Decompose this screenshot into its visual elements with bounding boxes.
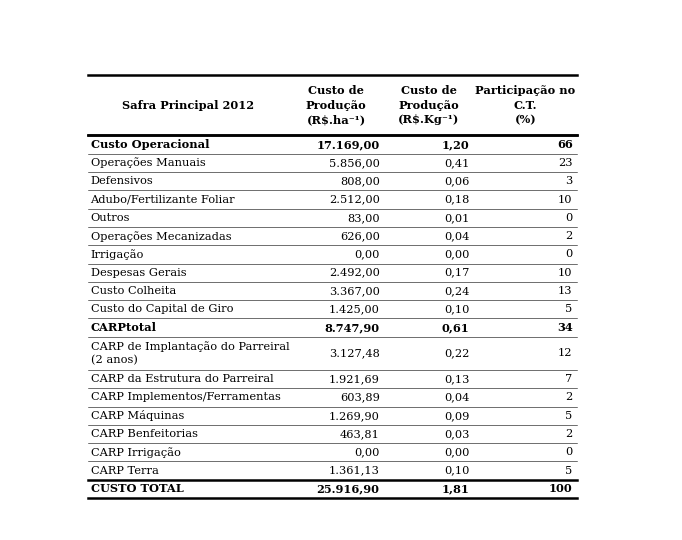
Text: 5: 5: [565, 411, 573, 421]
Text: 3: 3: [565, 176, 573, 186]
Text: 3.127,48: 3.127,48: [329, 348, 380, 359]
Text: 0,10: 0,10: [444, 305, 469, 314]
Text: Custo de
Produção
(R$.ha⁻¹): Custo de Produção (R$.ha⁻¹): [306, 85, 367, 125]
Text: 83,00: 83,00: [347, 213, 380, 223]
Text: 0: 0: [565, 249, 573, 259]
Text: 3.367,00: 3.367,00: [329, 286, 380, 296]
Text: CARP Implementos/Ferramentas: CARP Implementos/Ferramentas: [91, 393, 280, 402]
Text: CARP Terra: CARP Terra: [91, 465, 158, 476]
Text: 1.361,13: 1.361,13: [329, 465, 380, 476]
Text: 0,03: 0,03: [444, 429, 469, 439]
Text: CARP Máquinas: CARP Máquinas: [91, 410, 184, 421]
Text: Adubo/Fertilizante Foliar: Adubo/Fertilizante Foliar: [91, 194, 235, 205]
Text: Operações Manuais: Operações Manuais: [91, 158, 205, 168]
Text: Outros: Outros: [91, 213, 130, 223]
Text: 0,09: 0,09: [444, 411, 469, 421]
Text: 8.747,90: 8.747,90: [325, 322, 380, 333]
Text: 2: 2: [565, 393, 573, 402]
Text: 0,61: 0,61: [442, 322, 469, 333]
Text: 603,89: 603,89: [340, 393, 380, 402]
Text: 0: 0: [565, 213, 573, 223]
Text: 17.169,00: 17.169,00: [316, 139, 380, 150]
Text: 5: 5: [565, 465, 573, 476]
Text: Defensivos: Defensivos: [91, 176, 153, 186]
Text: Custo Colheita: Custo Colheita: [91, 286, 176, 296]
Text: CARP de Implantação do Parreiral
(2 anos): CARP de Implantação do Parreiral (2 anos…: [91, 341, 289, 365]
Text: 0,00: 0,00: [354, 249, 380, 259]
Text: 12: 12: [558, 348, 573, 359]
Text: 0: 0: [565, 447, 573, 457]
Text: 5.856,00: 5.856,00: [329, 158, 380, 168]
Text: CARP Benfeitorias: CARP Benfeitorias: [91, 429, 198, 439]
Text: Irrigação: Irrigação: [91, 249, 144, 260]
Text: 1,20: 1,20: [442, 139, 469, 150]
Text: 0,00: 0,00: [444, 249, 469, 259]
Text: 23: 23: [558, 158, 573, 168]
Text: 10: 10: [558, 194, 573, 205]
Text: Custo de
Produção
(R$.Kg⁻¹): Custo de Produção (R$.Kg⁻¹): [398, 85, 460, 125]
Text: 10: 10: [558, 268, 573, 278]
Text: 0,00: 0,00: [444, 447, 469, 457]
Text: 0,01: 0,01: [444, 213, 469, 223]
Text: 1.269,90: 1.269,90: [329, 411, 380, 421]
Text: 66: 66: [557, 139, 573, 150]
Text: 0,10: 0,10: [444, 465, 469, 476]
Text: 808,00: 808,00: [340, 176, 380, 186]
Text: 2: 2: [565, 231, 573, 241]
Text: CARPtotal: CARPtotal: [91, 322, 157, 333]
Text: 626,00: 626,00: [340, 231, 380, 241]
Text: Operações Mecanizadas: Operações Mecanizadas: [91, 231, 231, 241]
Text: 2.512,00: 2.512,00: [329, 194, 380, 205]
Text: 34: 34: [557, 322, 573, 333]
Text: 0,04: 0,04: [444, 231, 469, 241]
Text: 463,81: 463,81: [340, 429, 380, 439]
Text: 25.916,90: 25.916,90: [316, 483, 380, 495]
Text: 0,22: 0,22: [444, 348, 469, 359]
Text: 0,13: 0,13: [444, 374, 469, 384]
Text: 1.921,69: 1.921,69: [329, 374, 380, 384]
Text: 0,06: 0,06: [444, 176, 469, 186]
Text: 0,00: 0,00: [354, 447, 380, 457]
Text: Participação no
C.T.
(%): Participação no C.T. (%): [475, 85, 576, 125]
Text: CARP Irrigação: CARP Irrigação: [91, 447, 181, 458]
Text: 100: 100: [549, 483, 573, 495]
Text: 0,04: 0,04: [444, 393, 469, 402]
Text: 0,41: 0,41: [444, 158, 469, 168]
Text: 0,24: 0,24: [444, 286, 469, 296]
Text: CARP da Estrutura do Parreiral: CARP da Estrutura do Parreiral: [91, 374, 273, 384]
Text: Safra Principal 2012: Safra Principal 2012: [122, 100, 254, 111]
Text: CUSTO TOTAL: CUSTO TOTAL: [91, 483, 183, 495]
Text: 13: 13: [558, 286, 573, 296]
Text: 2.492,00: 2.492,00: [329, 268, 380, 278]
Text: 2: 2: [565, 429, 573, 439]
Text: Custo do Capital de Giro: Custo do Capital de Giro: [91, 305, 233, 314]
Text: Custo Operacional: Custo Operacional: [91, 139, 209, 150]
Text: 1.425,00: 1.425,00: [329, 305, 380, 314]
Text: 0,17: 0,17: [444, 268, 469, 278]
Text: 5: 5: [565, 305, 573, 314]
Text: 7: 7: [565, 374, 573, 384]
Text: Despesas Gerais: Despesas Gerais: [91, 268, 186, 278]
Text: 0,18: 0,18: [444, 194, 469, 205]
Text: 1,81: 1,81: [442, 483, 469, 495]
